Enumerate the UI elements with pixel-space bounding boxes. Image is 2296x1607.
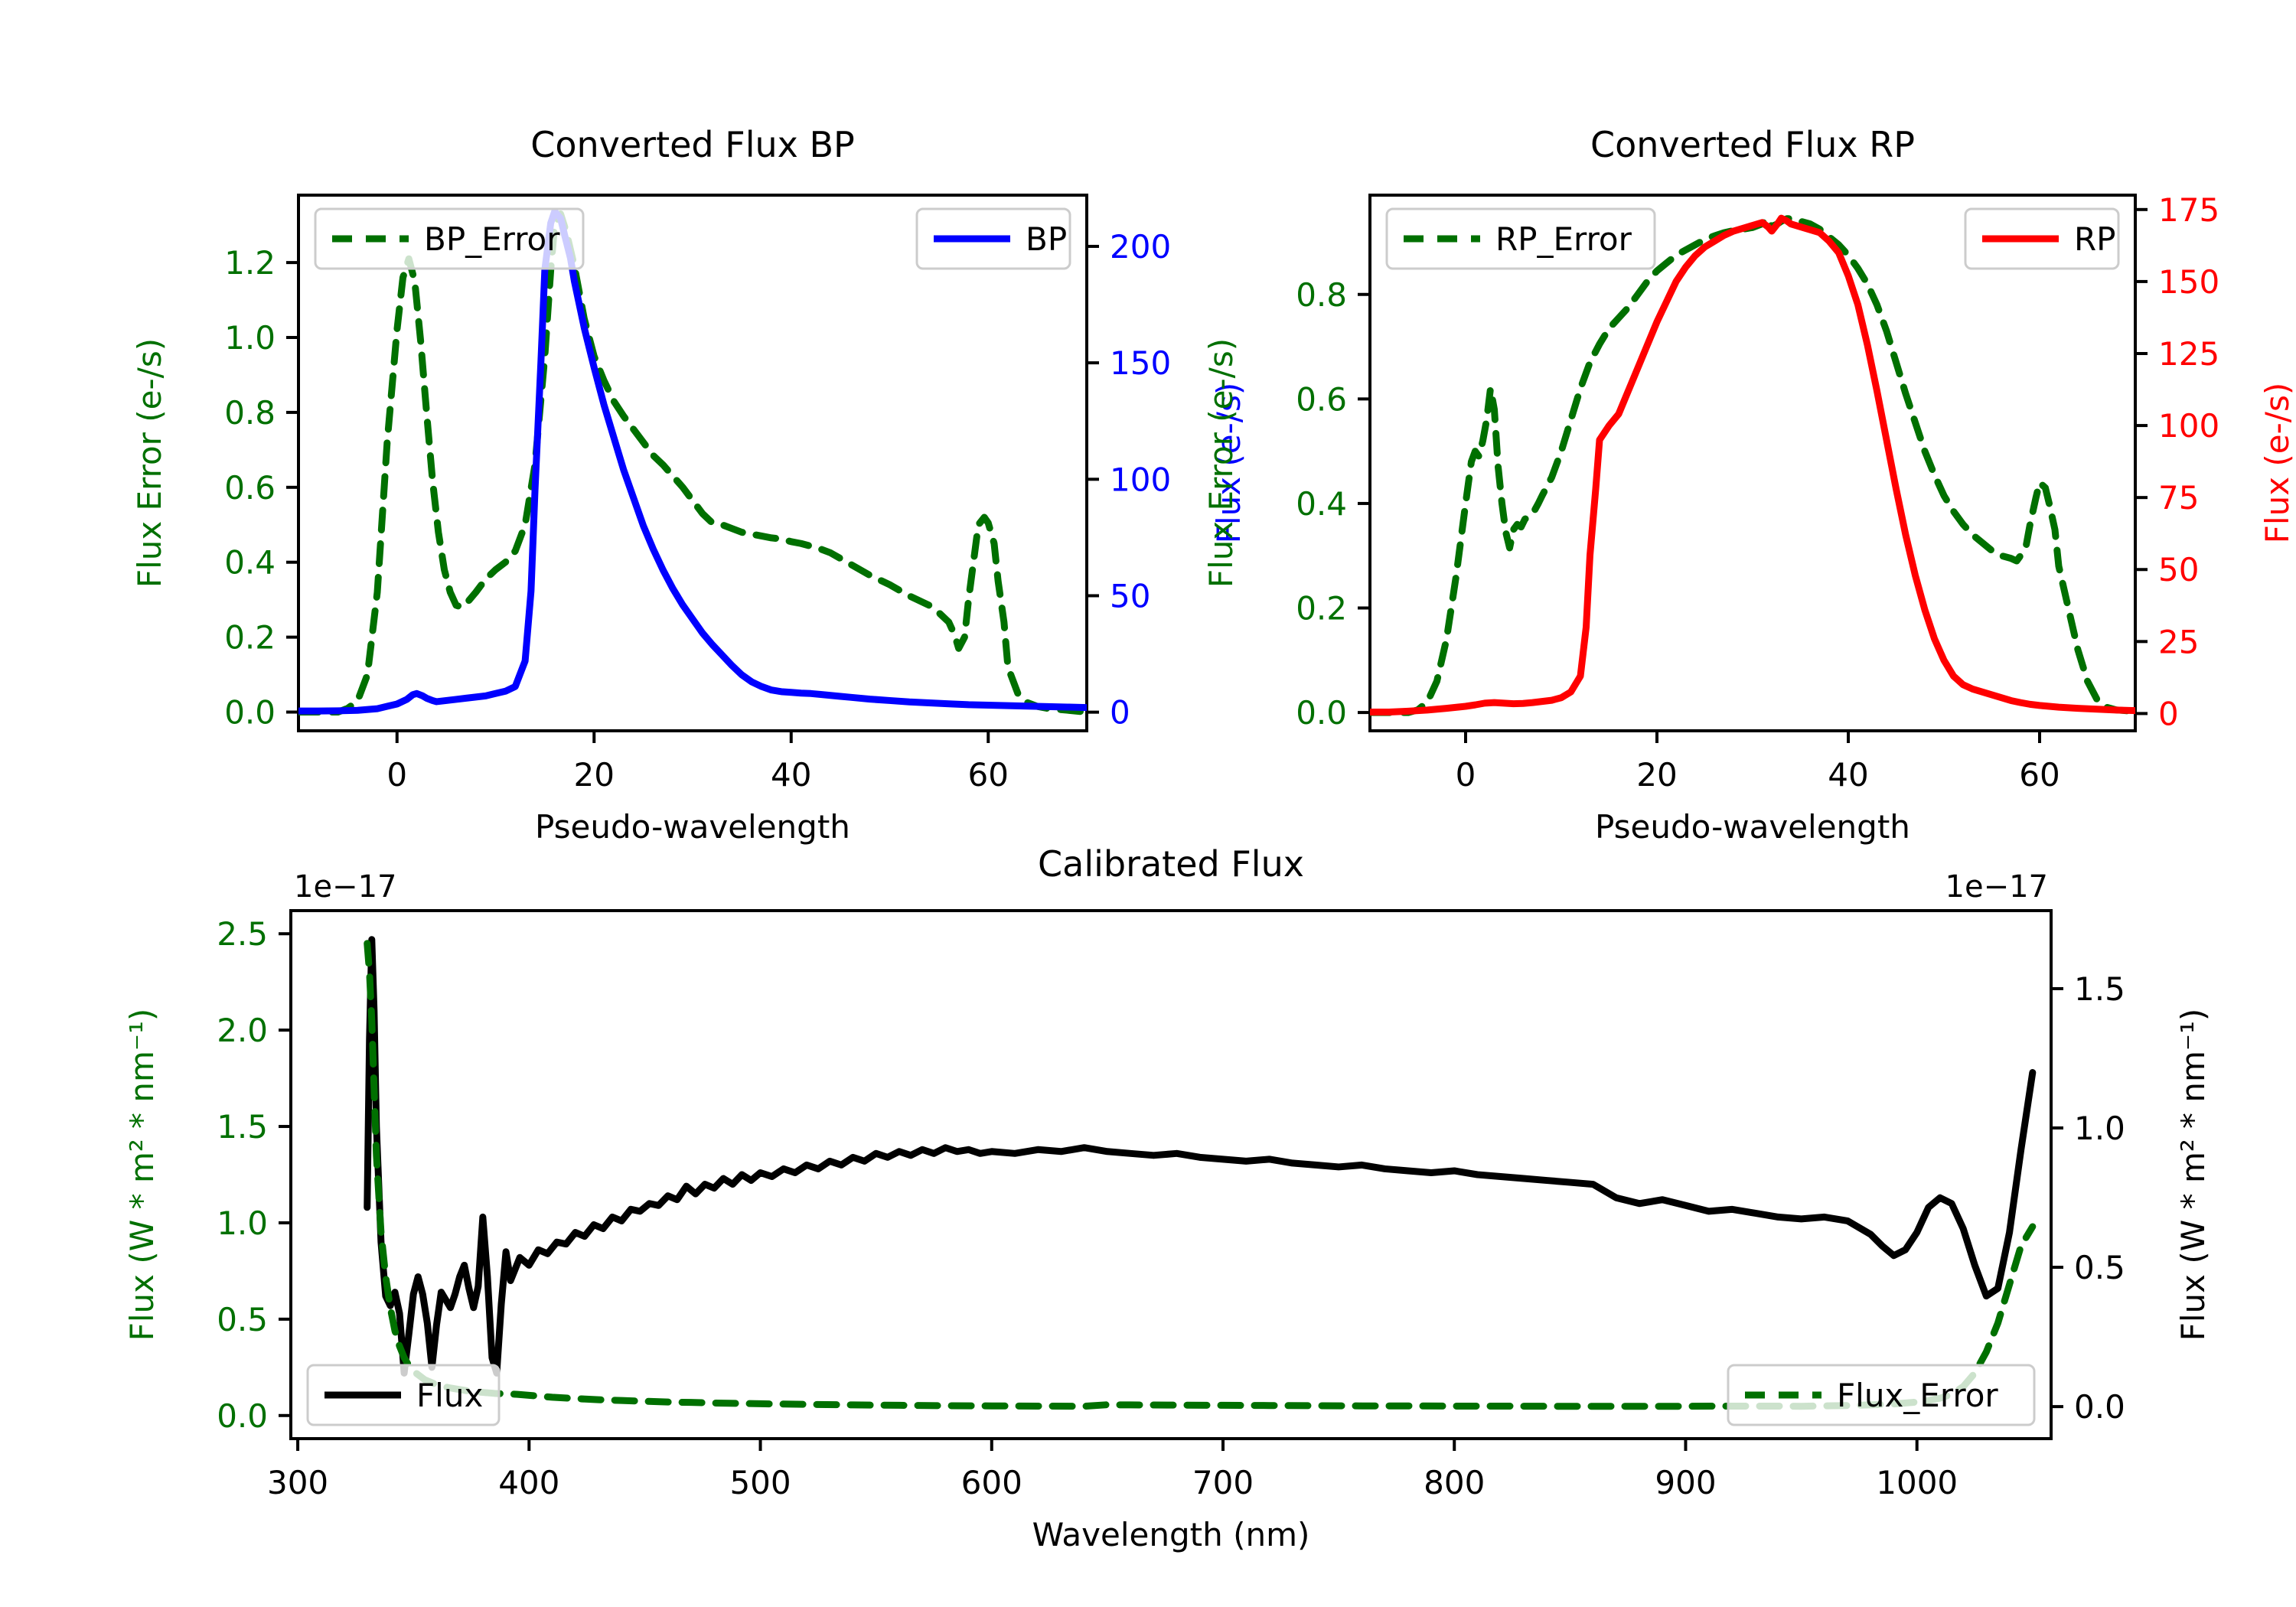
y-tick-label-left: 0.5 xyxy=(217,1301,268,1338)
x-tick-label: 0 xyxy=(386,756,407,794)
y-tick-label-left: 1.0 xyxy=(224,319,276,357)
y-tick-label-right: 0 xyxy=(1110,694,1130,732)
y-tick-label-right: 150 xyxy=(2158,263,2219,301)
y-axis-label-left: Flux Error (e-/s) xyxy=(131,338,168,588)
y-tick-label-right: 1.0 xyxy=(2074,1110,2125,1147)
legend-box xyxy=(1385,207,1656,270)
x-tick-label: 0 xyxy=(1456,756,1476,794)
offset-text-left: 1e−17 xyxy=(294,869,396,905)
x-tick-label: 40 xyxy=(1828,756,1868,794)
y-tick-label-left: 0.8 xyxy=(224,394,276,432)
y-tick-label-left: 1.5 xyxy=(217,1108,268,1146)
y-tick-label-left: 0.0 xyxy=(224,694,276,732)
x-tick-label: 400 xyxy=(498,1464,559,1501)
y-tick-label-left: 0.2 xyxy=(224,619,276,657)
y-tick-label-right: 0.5 xyxy=(2074,1249,2125,1286)
y-tick-label-right: 0.0 xyxy=(2074,1388,2125,1426)
axes-frame xyxy=(297,194,1088,732)
series-line-flux xyxy=(364,936,2037,1377)
y-tick-label-left: 0.6 xyxy=(224,469,276,507)
legend-box xyxy=(314,207,585,270)
y-tick-label-right: 25 xyxy=(2158,623,2199,660)
legend-label: RP_Error xyxy=(1495,220,1632,258)
x-tick-label: 60 xyxy=(2019,756,2060,794)
y-tick-label-right: 125 xyxy=(2158,335,2219,373)
y-tick-label-left: 2.0 xyxy=(217,1012,268,1049)
y-tick-label-left: 0.4 xyxy=(224,544,276,582)
y-axis-label-right: Flux (e-/s) xyxy=(1210,383,1247,543)
y-tick-label-left: 0.8 xyxy=(1296,276,1347,314)
x-tick-label: 800 xyxy=(1424,1464,1485,1501)
legend-label: BP xyxy=(1026,220,1067,258)
x-tick-label: 300 xyxy=(267,1464,328,1501)
series-line-rp xyxy=(1370,214,2135,716)
y-tick-label-left: 0.0 xyxy=(217,1397,268,1435)
y-tick-label-right: 100 xyxy=(2158,407,2219,445)
x-tick-label: 40 xyxy=(771,756,811,794)
y-tick-label-left: 0.4 xyxy=(1296,485,1347,523)
legend-box xyxy=(306,1364,501,1426)
x-tick-label: 600 xyxy=(961,1464,1022,1501)
y-tick-label-left: 1.0 xyxy=(217,1204,268,1242)
legend-box xyxy=(1727,1364,2036,1426)
y-tick-label-left: 0.6 xyxy=(1296,380,1347,418)
legend-label: RP xyxy=(2074,220,2116,258)
y-tick-label-left: 0.0 xyxy=(1296,694,1347,732)
series-line-bp_error xyxy=(298,210,1087,716)
x-tick-label: 20 xyxy=(1636,756,1677,794)
y-tick-label-right: 50 xyxy=(2158,551,2199,588)
plot-area xyxy=(364,936,2037,1410)
x-tick-label: 1000 xyxy=(1876,1464,1958,1501)
y-tick-label-left: 2.5 xyxy=(217,915,268,953)
legend-entry-rp_error[interactable]: RP_Error xyxy=(1385,207,1656,270)
x-tick-label: 60 xyxy=(968,756,1009,794)
series-line-flux_error xyxy=(364,940,2037,1410)
chart-title-calibrated-flux: Calibrated Flux xyxy=(1038,843,1304,885)
y-tick-label-left: 1.2 xyxy=(224,244,276,282)
x-tick-label: 20 xyxy=(574,756,615,794)
legend-entry-bp_error[interactable]: BP_Error xyxy=(314,207,585,270)
legend-entry-rp[interactable]: RP xyxy=(1964,207,2120,270)
series-line-bp xyxy=(298,207,1087,715)
x-axis-label: Pseudo-wavelength xyxy=(535,808,850,846)
axes-frame xyxy=(1368,194,2137,732)
y-tick-label-right: 175 xyxy=(2158,191,2219,229)
chart-title-converted-flux-bp: Converted Flux BP xyxy=(530,124,855,165)
legend-entry-flux_error[interactable]: Flux_Error xyxy=(1727,1364,2036,1426)
y-tick-label-right: 150 xyxy=(1110,344,1171,382)
x-axis-label: Pseudo-wavelength xyxy=(1595,808,1910,846)
y-tick-label-right: 100 xyxy=(1110,461,1171,498)
y-tick-label-right: 50 xyxy=(1110,577,1150,614)
y-axis-label-right: Flux (W * m² * nm⁻¹) xyxy=(2174,1009,2212,1341)
y-tick-label-right: 0 xyxy=(2158,695,2179,732)
y-tick-label-right: 200 xyxy=(1110,228,1171,266)
axes-frame xyxy=(289,909,2053,1440)
plot-area xyxy=(298,207,1087,716)
y-axis-label-right: Flux (e-/s) xyxy=(2258,383,2296,543)
y-tick-label-right: 1.5 xyxy=(2074,970,2125,1008)
legend-label: Flux xyxy=(416,1377,483,1414)
legend-label: BP_Error xyxy=(424,220,560,258)
y-axis-label-left: Flux (W * m² * nm⁻¹) xyxy=(123,1009,161,1341)
y-tick-label-right: 75 xyxy=(2158,479,2199,517)
x-tick-label: 700 xyxy=(1192,1464,1254,1501)
x-tick-label: 900 xyxy=(1655,1464,1716,1501)
chart-title-converted-flux-rp: Converted Flux RP xyxy=(1590,124,1915,165)
x-tick-label: 500 xyxy=(729,1464,791,1501)
legend-entry-flux[interactable]: Flux xyxy=(306,1364,501,1426)
legend-entry-bp[interactable]: BP xyxy=(915,207,1071,270)
y-axis-label-left: Flux Error (e-/s) xyxy=(1202,338,1240,588)
plot-area xyxy=(1370,214,2135,716)
y-tick-label-left: 0.2 xyxy=(1296,590,1347,627)
legend-label: Flux_Error xyxy=(1837,1377,1998,1414)
x-axis-label: Wavelength (nm) xyxy=(1032,1516,1310,1553)
offset-text-right: 1e−17 xyxy=(1945,869,2048,905)
